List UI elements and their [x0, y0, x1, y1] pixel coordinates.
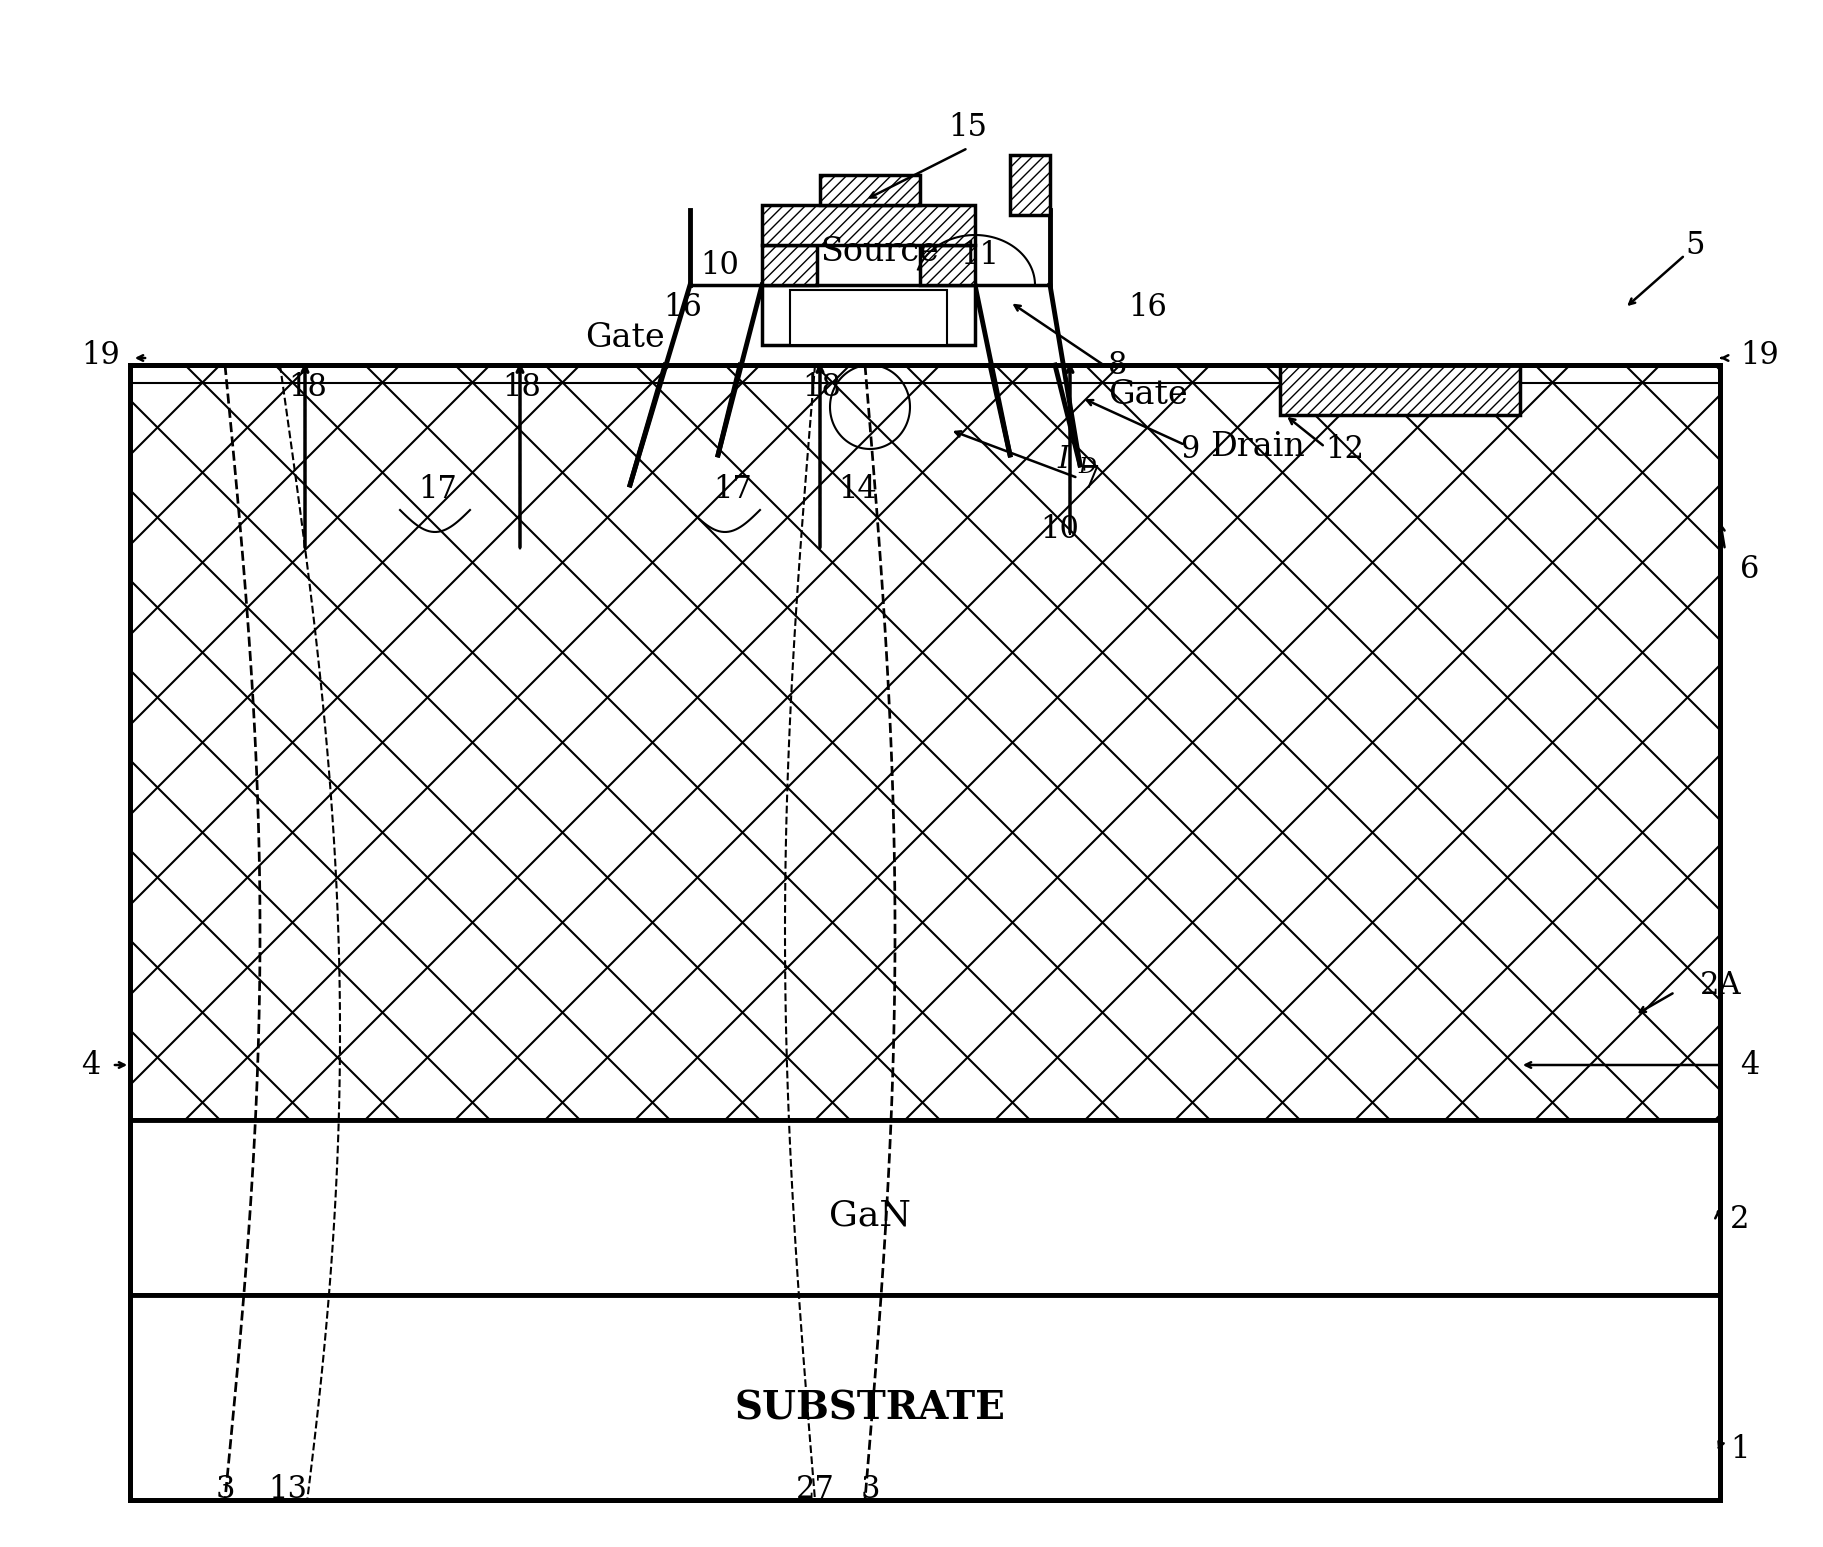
Text: 3: 3 [215, 1474, 235, 1505]
Text: 27: 27 [795, 1474, 835, 1505]
Text: 18: 18 [288, 373, 328, 404]
Bar [921, 244, 975, 285]
Bar [129, 1295, 1719, 1501]
Bar [820, 175, 921, 206]
Text: 14: 14 [839, 475, 877, 506]
Bar [129, 1120, 1719, 1295]
Text: 10: 10 [1041, 515, 1079, 546]
Text: 19: 19 [1739, 339, 1779, 370]
Text: 6: 6 [1739, 554, 1759, 585]
Text: Gate: Gate [585, 322, 665, 354]
Text: 16: 16 [664, 292, 702, 323]
Text: 1: 1 [1730, 1434, 1750, 1465]
Text: 12: 12 [1325, 435, 1364, 466]
Text: 15: 15 [948, 113, 988, 144]
Text: 8: 8 [1108, 350, 1128, 381]
Text: 18: 18 [802, 373, 842, 404]
Text: 18: 18 [503, 373, 541, 404]
Text: 17: 17 [419, 475, 458, 506]
Text: 2A: 2A [1701, 970, 1741, 1001]
Bar [129, 1295, 1719, 1501]
Text: 10: 10 [700, 249, 740, 280]
Text: Gate: Gate [1108, 379, 1189, 412]
Text: 11: 11 [961, 240, 999, 271]
Text: 3: 3 [860, 1474, 881, 1505]
Bar [762, 285, 975, 345]
Bar [1280, 365, 1520, 415]
Bar [129, 1120, 1719, 1295]
Text: 4: 4 [1739, 1049, 1759, 1080]
Text: D: D [1077, 456, 1096, 478]
Text: 17: 17 [713, 475, 753, 506]
Text: 2: 2 [1730, 1205, 1750, 1236]
Text: Drain: Drain [1210, 432, 1305, 463]
Text: 16: 16 [1128, 292, 1167, 323]
Text: 5: 5 [1684, 229, 1705, 260]
Text: 19: 19 [82, 339, 120, 370]
Text: 9: 9 [1179, 435, 1200, 466]
Bar [129, 365, 1719, 1120]
Text: 7: 7 [1081, 464, 1099, 495]
Bar [789, 289, 946, 345]
Text: GaN: GaN [829, 1197, 912, 1231]
Bar [1010, 155, 1050, 215]
Bar [762, 206, 975, 244]
Text: I: I [1057, 444, 1068, 475]
Text: 13: 13 [268, 1474, 308, 1505]
Bar [129, 365, 1719, 1501]
Text: SUBSTRATE: SUBSTRATE [735, 1389, 1006, 1426]
Text: 4: 4 [80, 1049, 100, 1080]
Text: Source: Source [820, 237, 939, 268]
Bar [762, 244, 817, 285]
